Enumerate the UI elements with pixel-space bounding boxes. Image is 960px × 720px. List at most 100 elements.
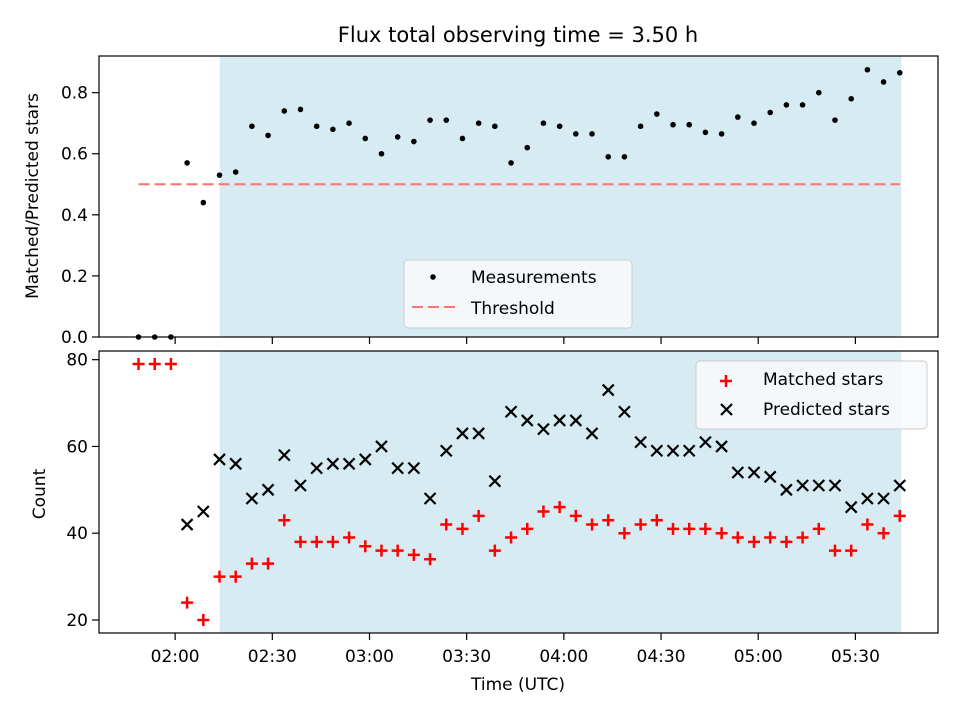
measurement-point <box>832 117 838 123</box>
predicted-star-point <box>666 444 680 458</box>
predicted-star-point <box>699 435 712 449</box>
matched-star-point <box>229 570 242 583</box>
measurement-point <box>184 160 190 166</box>
predicted-star-point <box>261 483 275 497</box>
measurement-point <box>589 131 595 137</box>
measurement-point <box>508 160 514 166</box>
y-axis-label: Count <box>30 468 50 519</box>
x-tick-label: 04:00 <box>539 647 588 667</box>
matched-star-point <box>569 509 582 522</box>
predicted-star-point <box>585 427 599 440</box>
matched-star-point <box>667 522 680 535</box>
measurement-point <box>200 199 207 206</box>
predicted-star-point <box>893 479 907 492</box>
predicted-star-point <box>877 492 890 505</box>
predicted-star-point <box>844 500 858 514</box>
measurement-point <box>735 114 741 120</box>
predicted-star-point <box>358 453 372 466</box>
measurement-point <box>411 138 417 145</box>
measurement-point <box>605 153 612 160</box>
matched-star-point <box>586 518 599 531</box>
measurement-point <box>848 95 854 102</box>
y-axis: 0.0 0.2 0.4 0.6 0.8 <box>61 84 99 348</box>
matched-star-point <box>181 596 194 609</box>
predicted-star-point <box>456 427 469 440</box>
x-tick-label: 03:00 <box>345 647 394 667</box>
measurement-point <box>249 123 255 130</box>
matched-star-point <box>796 531 809 544</box>
measurement-point <box>216 172 223 178</box>
matched-star-point <box>748 535 761 548</box>
matched-star-point <box>764 531 777 544</box>
y-tick-label: 0.2 <box>61 267 88 287</box>
matched-star-point <box>294 535 307 548</box>
matched-star-point <box>812 522 825 535</box>
predicted-star-point <box>537 422 550 436</box>
y-axis: 20 40 60 80 <box>66 351 99 631</box>
legend-matched-label: Matched stars <box>763 370 883 390</box>
measurement-point <box>540 120 547 126</box>
measurement-point <box>297 106 304 113</box>
measurement-point <box>880 79 887 85</box>
legend: Matched stars Predicted stars <box>695 360 928 430</box>
y-tick-label: 20 <box>66 611 88 631</box>
measurement-point <box>378 150 385 157</box>
x-axis: 02:00 02:30 03:00 03:30 04:00 04:30 05:00 05:30 <box>151 633 880 667</box>
measurement-point <box>281 108 288 114</box>
measurement-point <box>767 109 773 116</box>
measurement-point <box>686 121 693 128</box>
measurement-point <box>475 120 482 126</box>
predicted-star-point <box>326 457 340 471</box>
chart-title: Flux total observing time = 3.50 h <box>338 23 698 47</box>
measurement-point <box>330 126 336 133</box>
matched-star-point <box>553 501 566 514</box>
measurement-point <box>896 69 903 76</box>
measurement-point <box>799 102 806 108</box>
y-tick-label: 0.4 <box>61 206 88 226</box>
measurement-point <box>524 144 531 151</box>
legend-predicted-marker <box>720 403 733 416</box>
plot-frame <box>98 350 939 634</box>
predicted-star-point <box>407 461 421 475</box>
measurement-point <box>621 153 628 160</box>
matched-star-point <box>148 358 161 371</box>
y-tick-label: 0.8 <box>61 84 88 104</box>
measurement-point <box>443 117 450 123</box>
legend-measurements-label: Measurements <box>471 268 597 288</box>
matched-star-point <box>715 527 728 540</box>
predicted-star-point <box>763 470 777 484</box>
predicted-star-point <box>342 457 356 471</box>
predicted-star-point <box>634 435 647 449</box>
ratio-panel: Flux total observing time = 3.50 h 0.00.… <box>23 23 939 348</box>
measurement-point <box>394 134 401 140</box>
predicted-star-point <box>715 440 728 453</box>
predicted-stars-points <box>180 383 907 531</box>
matched-star-point <box>310 535 323 548</box>
matched-star-point <box>699 522 712 535</box>
predicted-star-point <box>180 518 194 531</box>
matched-star-point <box>488 544 501 557</box>
measurement-point <box>718 131 725 137</box>
measurement-point <box>556 123 563 130</box>
predicted-star-point <box>618 405 631 419</box>
measurement-point <box>637 123 644 130</box>
measurement-point <box>864 66 871 73</box>
measurement-point <box>654 111 660 117</box>
matched-star-point <box>262 557 275 570</box>
predicted-star-point <box>391 461 404 475</box>
measurement-point <box>459 135 466 142</box>
measurement-point <box>265 132 271 139</box>
predicted-star-point <box>197 505 210 518</box>
predicted-star-point <box>861 492 874 505</box>
predicted-star-point <box>439 444 453 458</box>
matched-star-point <box>375 544 388 557</box>
matched-star-point <box>213 570 226 583</box>
predicted-star-point <box>812 479 826 492</box>
predicted-star-point <box>423 492 437 505</box>
predicted-star-point <box>553 414 566 427</box>
measurement-point <box>815 89 822 96</box>
y-tick-label: 0.6 <box>61 145 88 165</box>
matched-star-point <box>650 514 663 527</box>
measurement-point <box>751 120 757 126</box>
